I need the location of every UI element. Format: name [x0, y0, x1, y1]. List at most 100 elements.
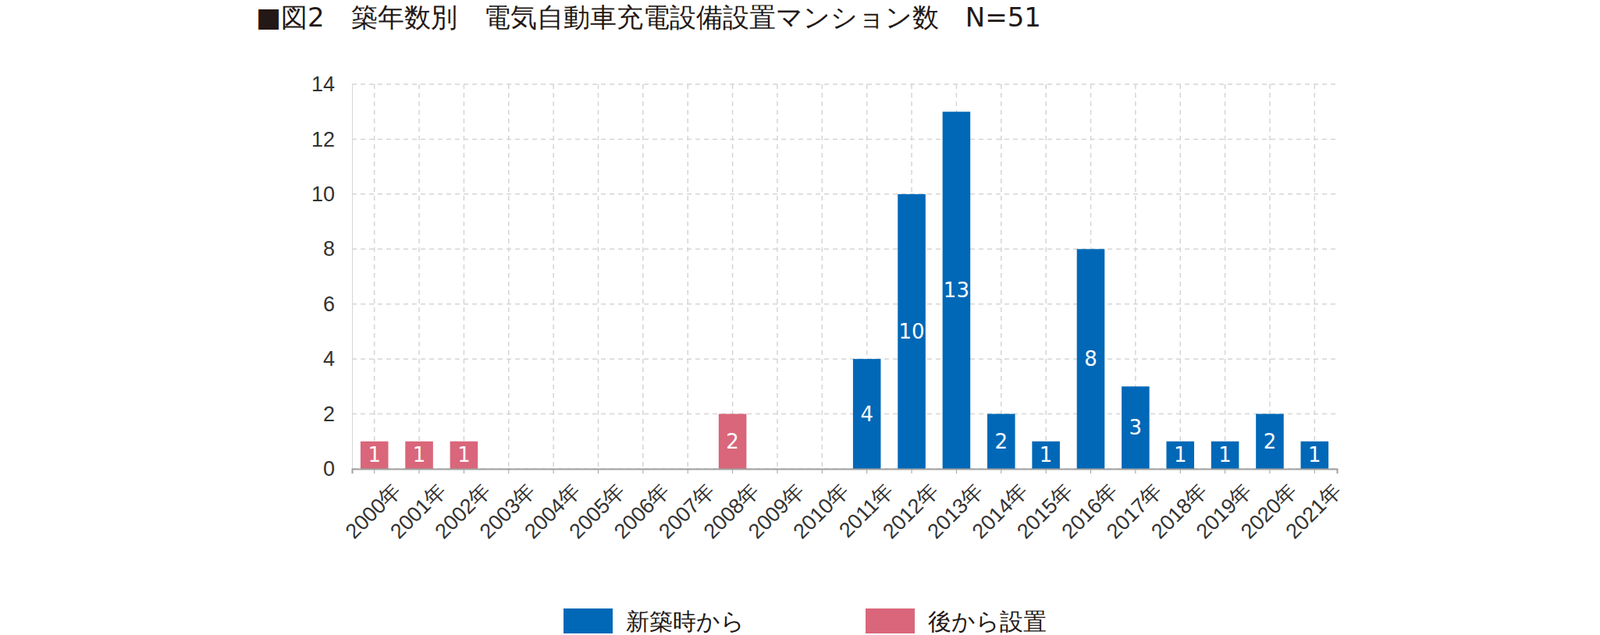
- bar: [1255, 414, 1284, 470]
- y-tick-label: 4: [323, 347, 335, 371]
- x-tick-mark: [597, 469, 599, 474]
- y-tick-label: 10: [311, 182, 335, 207]
- grid-line-x: [552, 84, 555, 470]
- y-tick: 8: [323, 237, 352, 261]
- x-tick-mark: [1180, 469, 1181, 474]
- x-tick-mark: [373, 469, 375, 474]
- grid-line-x: [686, 84, 689, 470]
- bar: [405, 441, 434, 470]
- bar: [942, 111, 971, 470]
- x-tick-mark: [956, 469, 957, 474]
- bar: [1077, 248, 1106, 470]
- y-tick: 6: [323, 292, 352, 317]
- grid-line-y: [352, 413, 1337, 416]
- legend-item: 後から設置: [865, 608, 1047, 635]
- bar: [1121, 386, 1150, 470]
- y-tick: 14: [311, 72, 352, 96]
- data-label: 13: [943, 278, 970, 303]
- legend-item: 新築時から: [563, 608, 745, 635]
- x-tick-mark: [732, 469, 733, 474]
- grid-line-x: [463, 84, 466, 470]
- x-tick-mark: [1090, 469, 1092, 474]
- grid-line-y: [352, 83, 1337, 86]
- chart: ■図2 築年数別 電気自動車充電設備設置マンション数 N=51410132183…: [0, 0, 1600, 635]
- grid-line-x: [1000, 84, 1003, 470]
- x-tick-mark: [463, 469, 465, 474]
- legend-label: 新築時から: [625, 608, 745, 635]
- grid-line-x: [732, 84, 734, 470]
- x-tick-mark: [508, 469, 509, 474]
- y-tick: 0: [323, 457, 352, 481]
- grid-line-y: [352, 358, 1337, 360]
- grid-line-x: [597, 84, 600, 470]
- x-tick-mark: [776, 469, 778, 474]
- data-label: 1: [367, 443, 381, 467]
- grid: [352, 84, 1337, 470]
- y-tick-label: 0: [323, 457, 335, 481]
- bar: [1031, 441, 1060, 470]
- grid-line-x: [1224, 84, 1227, 470]
- data-label: 10: [898, 320, 925, 344]
- x-axis-line: [352, 469, 1338, 475]
- data-label: 1: [1039, 443, 1053, 467]
- data-label: 2: [1263, 430, 1277, 454]
- x-axis: 2000年2001年2002年2003年2004年2005年2006年2007年…: [341, 469, 1346, 544]
- y-tick-label: 8: [323, 237, 335, 261]
- bar: [987, 414, 1016, 470]
- data-label: 2: [725, 430, 740, 454]
- bars: [360, 111, 1329, 470]
- data-label: 1: [1308, 443, 1322, 467]
- data-label: 1: [457, 443, 471, 467]
- data-label: 2: [994, 430, 1008, 454]
- x-tick-mark: [1224, 469, 1226, 474]
- y-axis-line: [352, 85, 353, 470]
- x-tick-mark: [821, 469, 823, 474]
- title: ■図2 築年数別 電気自動車充電設備設置マンション数 N=51: [256, 1, 1042, 33]
- x-tick-mark: [911, 469, 913, 474]
- grid-line-x: [1045, 84, 1047, 470]
- bar: [718, 414, 747, 470]
- x-tick-mark: [1045, 469, 1047, 474]
- grid-line-x: [776, 84, 779, 470]
- y-axis: 0 2 4 6 8 10 12 14: [311, 72, 353, 481]
- y-tick: 10: [311, 182, 352, 207]
- y-tick-label: 2: [323, 402, 335, 427]
- grid-line-y: [352, 303, 1337, 306]
- grid-line-y: [352, 138, 1337, 141]
- x-tick-mark: [1000, 469, 1002, 474]
- y-tick: 4: [323, 347, 352, 371]
- x-tick-mark: [1269, 469, 1270, 474]
- x-tick: 2021年: [1280, 469, 1346, 544]
- grid-line-x: [821, 84, 824, 470]
- y-tick-label: 14: [311, 72, 335, 96]
- y-tick: 12: [311, 128, 352, 152]
- data-label: 1: [1218, 443, 1232, 467]
- grid-line-x: [1314, 84, 1316, 470]
- x-tick-mark: [1314, 469, 1316, 474]
- grid-line-x: [508, 84, 510, 470]
- data-label: 3: [1129, 416, 1143, 440]
- data-labels: 41013218311211112: [367, 278, 1321, 467]
- data-label: 8: [1084, 347, 1098, 371]
- grid-line-x: [1179, 84, 1181, 470]
- grid-line-x: [418, 84, 420, 470]
- legend: 新築時から 後から設置: [563, 608, 1047, 635]
- y-tick-label: 12: [311, 128, 335, 152]
- y-tick: 2: [323, 402, 352, 427]
- data-label: 1: [412, 443, 427, 467]
- plot: 41013218311211112024681012142000年2001年20…: [311, 72, 1346, 544]
- grid-line-y: [352, 248, 1337, 251]
- x-tick-mark: [866, 469, 868, 474]
- bar: [853, 359, 882, 470]
- bar: [1301, 441, 1330, 470]
- grid-line-x: [373, 84, 376, 470]
- bar: [1166, 441, 1195, 470]
- bar: [1211, 441, 1240, 470]
- x-tick-label: 2021年: [1280, 479, 1346, 544]
- bar: [897, 194, 926, 470]
- x-tick-mark: [553, 469, 555, 474]
- bar: [450, 441, 479, 470]
- legend-swatch: [865, 608, 915, 634]
- bar: [360, 441, 389, 470]
- legend-swatch: [563, 608, 613, 634]
